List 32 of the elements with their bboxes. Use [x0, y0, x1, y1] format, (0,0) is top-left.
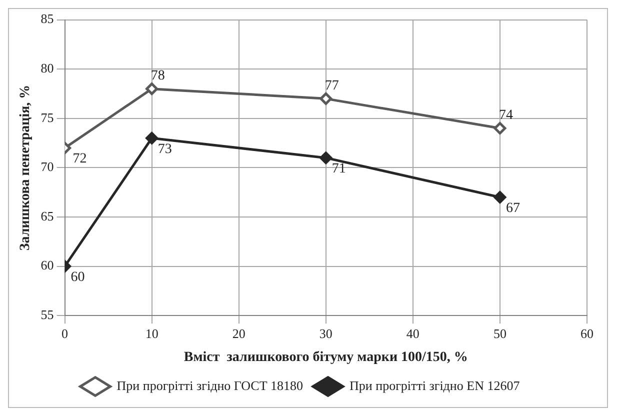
legend-label: При прогрітті згідно ГОСТ 18180: [116, 378, 304, 393]
x-tick-label: 60: [580, 326, 594, 341]
data-label: 74: [498, 108, 513, 123]
data-label: 78: [150, 68, 165, 84]
y-tick-label: 75: [40, 110, 54, 125]
point: [320, 92, 332, 105]
point: [320, 152, 332, 164]
point: [146, 132, 158, 144]
y-tick-label: 55: [40, 307, 54, 322]
data-label: 71: [332, 162, 346, 177]
data-label: 67: [506, 200, 520, 216]
y-tick-label: 80: [40, 60, 54, 76]
x-tick-label: 30: [319, 326, 332, 341]
x-tick-label: 0: [62, 326, 68, 341]
data-label: 72: [72, 152, 87, 167]
data-label: 60: [70, 270, 85, 285]
point: [494, 191, 506, 204]
x-tick-label: 10: [145, 326, 158, 341]
y-tick-label: 85: [40, 11, 54, 26]
x-tick-label: 20: [232, 326, 246, 341]
data-label: 77: [324, 78, 339, 94]
point: [494, 122, 506, 135]
x-tick-label: 40: [406, 326, 420, 341]
y-tick-label: 70: [40, 159, 54, 174]
y-tick-label: 60: [40, 258, 54, 273]
data-label: 73: [158, 142, 172, 157]
x-tick-label: 50: [493, 326, 506, 341]
y-tick-label: 65: [40, 208, 54, 224]
x-axis-title: Вміст залишкового бітуму марки 100/150, %: [184, 350, 468, 366]
point: [146, 82, 158, 96]
legend-label: При прогрітті згідно EN 12607: [350, 378, 520, 393]
y-axis-title: Залишкова пенетрація, %: [18, 84, 34, 251]
